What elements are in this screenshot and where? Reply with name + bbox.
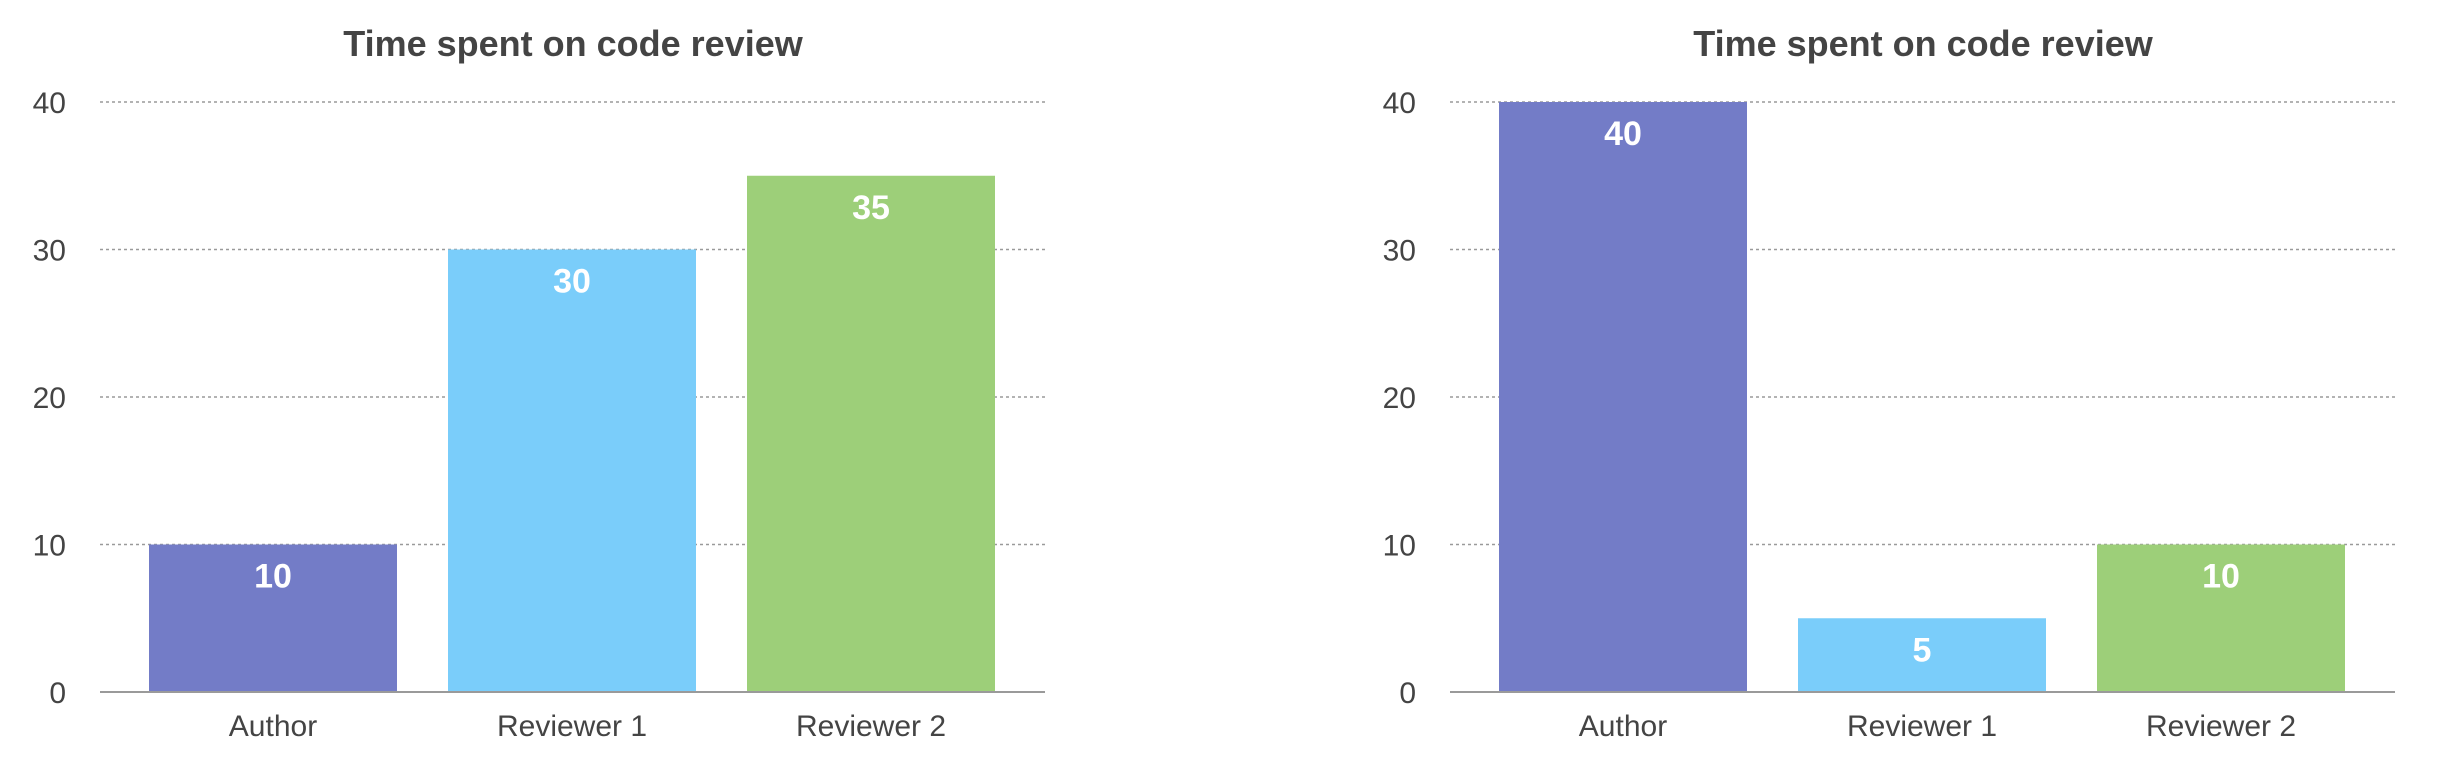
- data-label: 10: [2202, 558, 2240, 596]
- y-tick-label: 10: [33, 530, 66, 563]
- chart-title: Time spent on code review: [343, 23, 803, 64]
- chart-title: Time spent on code review: [1693, 23, 2153, 64]
- chart-left: Time spent on code review 0 10 20 30 40 10 Auth…: [33, 23, 1045, 743]
- chart-right-svg: Time spent on code review 0 10 20 30 40 40 Auth…: [1383, 23, 2395, 743]
- y-tick-label: 20: [33, 382, 66, 415]
- y-tick-label: 30: [33, 235, 66, 268]
- x-tick-label: Author: [229, 710, 317, 743]
- chart-left-svg: Time spent on code review 0 10 20 30 40 10 Auth…: [33, 23, 1045, 743]
- bar-reviewer-2: [2097, 544, 2345, 692]
- data-label: 40: [1604, 115, 1642, 153]
- bar-reviewer-1: [1798, 618, 2046, 692]
- y-tick-label: 40: [1383, 87, 1416, 120]
- bar-author: [1499, 102, 1747, 692]
- x-tick-label: Reviewer 1: [1847, 710, 1997, 743]
- data-label: 35: [852, 189, 890, 227]
- x-tick-label: Author: [1579, 710, 1667, 743]
- data-label: 5: [1913, 631, 1932, 669]
- y-tick-label: 10: [1383, 530, 1416, 563]
- y-tick-label: 40: [33, 87, 66, 120]
- y-tick-label: 0: [49, 677, 66, 710]
- chart-right: Time spent on code review 0 10 20 30 40 40 Auth…: [1225, 0, 2450, 766]
- y-tick-label: 0: [1399, 677, 1416, 710]
- x-tick-label: Reviewer 2: [2146, 710, 2296, 743]
- y-tick-label: 20: [1383, 382, 1416, 415]
- data-label: 10: [254, 558, 292, 596]
- bar-reviewer-1: [448, 249, 696, 692]
- y-tick-label: 30: [1383, 235, 1416, 268]
- data-label: 30: [553, 263, 591, 301]
- bar-reviewer-2: [747, 175, 995, 692]
- x-tick-label: Reviewer 2: [796, 710, 946, 743]
- bar-author: [149, 544, 397, 692]
- x-tick-label: Reviewer 1: [497, 710, 647, 743]
